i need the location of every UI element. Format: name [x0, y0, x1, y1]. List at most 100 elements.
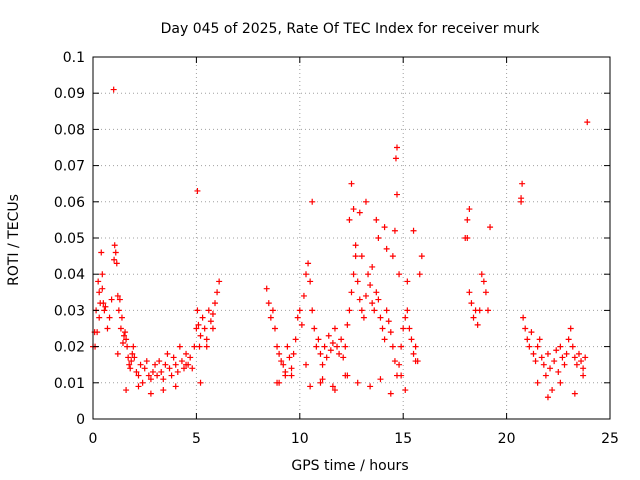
data-point — [156, 358, 163, 365]
data-point — [106, 314, 113, 321]
data-point — [331, 325, 338, 332]
data-point — [194, 307, 201, 314]
data-point — [170, 354, 177, 361]
data-point — [334, 343, 341, 350]
data-point — [311, 325, 318, 332]
data-point — [116, 296, 123, 303]
data-point — [284, 343, 291, 350]
x-tick-label: 20 — [498, 431, 516, 447]
data-point — [406, 325, 413, 332]
data-point — [393, 144, 400, 151]
data-point — [383, 245, 390, 252]
data-point — [201, 325, 208, 332]
data-point — [178, 358, 185, 365]
data-point — [385, 318, 392, 325]
data-point — [207, 318, 214, 325]
data-point — [482, 289, 489, 296]
data-point — [321, 343, 328, 350]
data-point — [342, 343, 349, 350]
y-tick-label: 0.1 — [63, 50, 85, 66]
data-point — [118, 314, 125, 321]
chart-title: Day 045 of 2025, Rate Of TEC Index for r… — [161, 21, 541, 37]
data-point — [267, 314, 274, 321]
data-point — [196, 343, 203, 350]
data-point — [410, 350, 417, 357]
data-point — [412, 343, 419, 350]
plot-frame — [92, 56, 611, 420]
data-point — [298, 321, 305, 328]
data-point — [269, 307, 276, 314]
data-point — [99, 271, 106, 278]
data-point — [571, 390, 578, 397]
data-point — [123, 336, 130, 343]
y-tick-label: 0.04 — [54, 267, 85, 283]
y-tick-label: 0.01 — [54, 376, 85, 392]
data-point — [344, 321, 351, 328]
data-point — [95, 278, 102, 285]
data-point — [555, 368, 562, 375]
data-point — [464, 216, 471, 223]
y-tick-label: 0.09 — [54, 86, 85, 102]
data-point — [391, 227, 398, 234]
data-point — [530, 350, 537, 357]
y-tick-label: 0.05 — [54, 231, 85, 247]
data-point — [573, 361, 580, 368]
data-point — [528, 329, 535, 336]
data-point — [96, 289, 103, 296]
data-point — [476, 307, 483, 314]
data-point — [309, 198, 316, 205]
data-point — [114, 350, 121, 357]
data-point — [342, 372, 349, 379]
data-point — [205, 307, 212, 314]
data-point — [379, 325, 386, 332]
data-point — [375, 296, 382, 303]
data-point — [375, 235, 382, 241]
data-point — [569, 343, 576, 350]
data-point — [367, 282, 374, 289]
data-point — [187, 354, 194, 361]
data-point — [108, 296, 115, 303]
data-point — [575, 350, 582, 357]
data-point — [183, 350, 190, 357]
data-point — [203, 343, 210, 350]
data-point — [352, 242, 359, 249]
data-point — [180, 365, 187, 372]
data-point — [214, 289, 221, 296]
data-point — [557, 379, 564, 386]
data-point — [582, 354, 589, 361]
data-point — [280, 361, 287, 368]
data-point — [191, 343, 198, 350]
data-point — [296, 307, 303, 314]
data-point — [127, 365, 134, 372]
data-point — [518, 195, 525, 202]
data-point — [358, 307, 365, 314]
data-point — [563, 350, 570, 357]
data-point — [197, 332, 204, 339]
data-point — [265, 300, 272, 307]
data-point — [327, 347, 334, 354]
data-point — [263, 285, 270, 292]
data-point — [383, 307, 390, 314]
axis-ticks: 0 5 10 15 20 25 0 0.01 0.02 0.03 0.04 0.05 0.06 0.07 0… — [54, 50, 619, 447]
data-point — [102, 303, 109, 310]
data-point — [547, 365, 554, 372]
data-point — [526, 343, 533, 350]
data-points — [90, 86, 591, 401]
data-point — [160, 376, 167, 383]
data-point — [520, 314, 527, 321]
data-point — [114, 292, 121, 299]
data-point — [571, 354, 578, 361]
data-point — [356, 296, 363, 303]
data-point — [408, 336, 415, 343]
data-point — [377, 376, 384, 383]
data-point — [580, 365, 587, 372]
data-point — [466, 289, 473, 296]
data-point — [112, 249, 119, 256]
data-point — [278, 358, 285, 365]
data-point — [536, 336, 543, 343]
x-tick-label: 5 — [192, 431, 201, 447]
data-point — [319, 376, 326, 383]
data-point — [193, 325, 200, 332]
data-point — [124, 343, 131, 350]
data-point — [340, 354, 347, 361]
